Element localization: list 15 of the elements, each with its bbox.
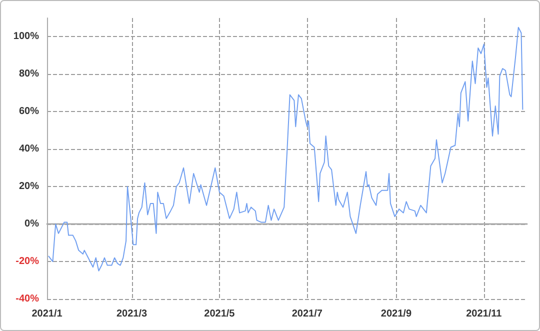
y-tick-label: 0% <box>24 218 40 230</box>
y-tick-label: 60% <box>18 106 40 118</box>
x-tick-label: 2021/3 <box>116 308 148 320</box>
y-tick-label: -40% <box>16 294 40 304</box>
y-tick-label: -20% <box>16 256 40 268</box>
y-tick-label: 20% <box>18 181 40 192</box>
x-tick-label: 2021/9 <box>380 308 412 320</box>
y-tick-label: 40% <box>18 144 40 155</box>
line-series <box>48 26 524 272</box>
y-tick-label: 100% <box>13 31 40 42</box>
x-tick-label: 2021/5 <box>204 308 236 320</box>
y-tick-label: 80% <box>18 68 40 80</box>
x-tick-label: 2021/11 <box>466 308 502 320</box>
x-tick-label: 2021/1 <box>32 308 63 320</box>
x-tick-label: 2021/7 <box>292 308 323 320</box>
